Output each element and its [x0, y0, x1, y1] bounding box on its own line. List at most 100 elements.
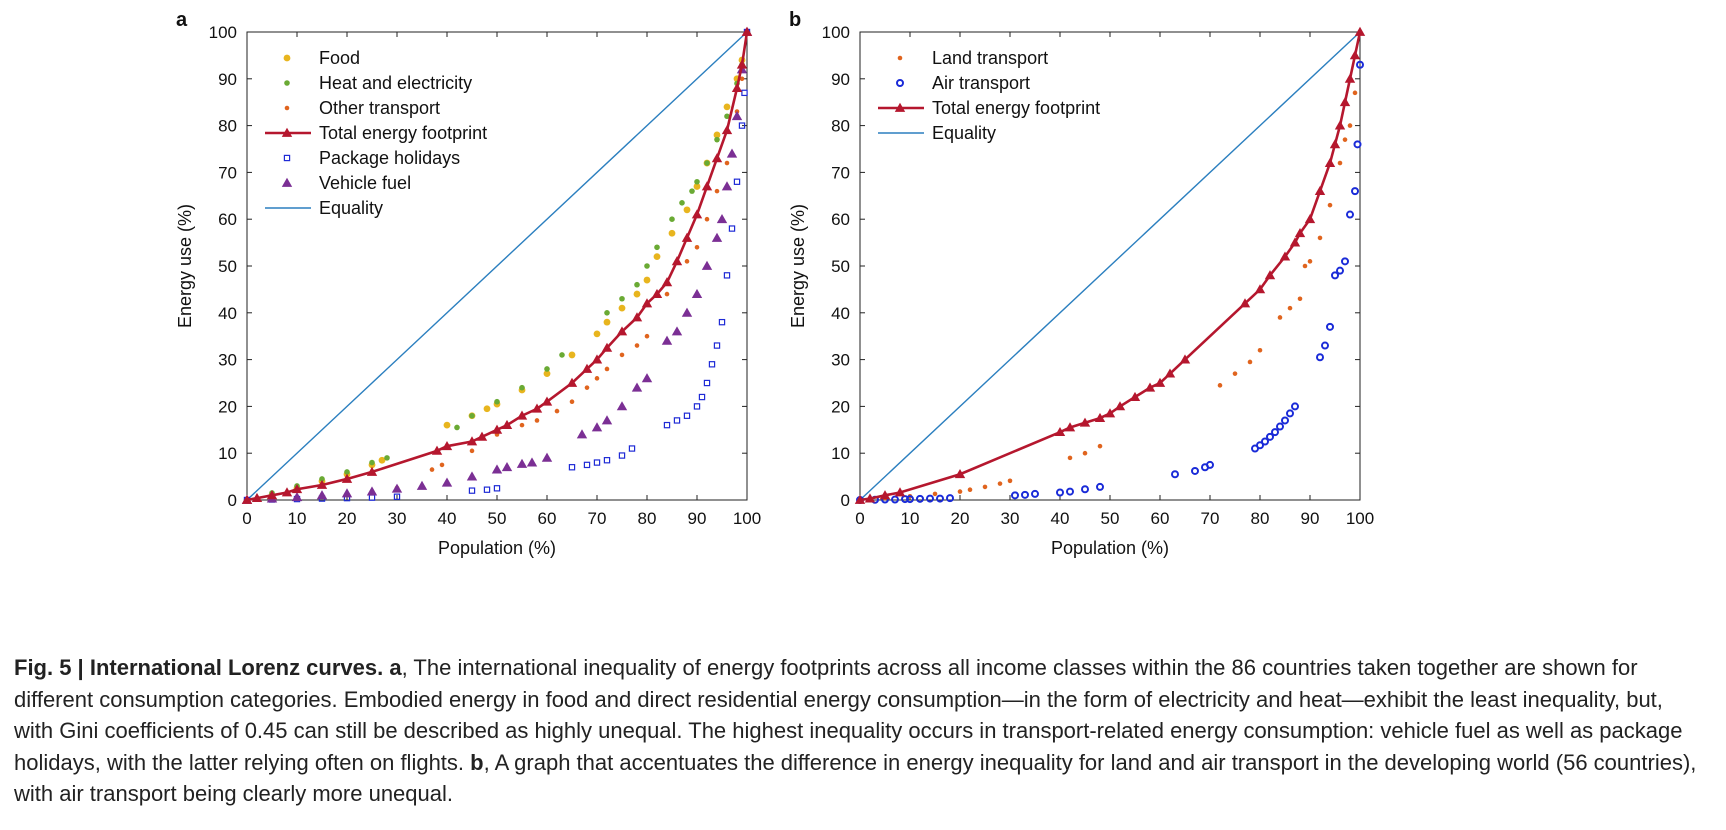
data-point	[541, 396, 553, 406]
data-point	[366, 486, 378, 496]
data-point	[604, 310, 610, 316]
y-tick-label: 70	[218, 163, 237, 182]
legend-marker	[284, 80, 290, 86]
data-point	[1281, 416, 1289, 425]
data-point	[384, 455, 390, 461]
data-point	[493, 485, 501, 492]
y-axis-label: Energy use (%)	[175, 204, 195, 328]
data-point	[698, 393, 706, 401]
data-point	[431, 445, 443, 455]
x-tick-label: 0	[855, 509, 864, 528]
x-tick-label: 40	[1051, 509, 1070, 528]
data-point	[1314, 185, 1326, 196]
y-tick-label: 30	[831, 351, 850, 370]
data-point	[393, 493, 401, 500]
data-point	[1337, 160, 1343, 166]
data-point	[391, 483, 403, 493]
y-tick-label: 0	[228, 491, 237, 510]
data-point	[344, 469, 350, 475]
data-point	[594, 376, 600, 381]
legend-label: Equality	[932, 123, 996, 143]
data-point	[369, 459, 375, 466]
data-point	[681, 232, 693, 242]
data-point	[704, 160, 710, 166]
data-point	[879, 490, 891, 500]
data-point	[679, 200, 685, 206]
data-point	[1067, 455, 1073, 461]
data-point	[711, 232, 723, 242]
data-point	[1352, 90, 1358, 96]
panel-label: b	[789, 9, 801, 31]
data-point	[1349, 50, 1361, 60]
data-point	[429, 467, 435, 472]
data-point	[724, 113, 730, 120]
data-point	[1066, 487, 1074, 496]
y-tick-label: 20	[831, 397, 850, 416]
data-point	[708, 361, 716, 368]
data-point	[891, 495, 899, 504]
x-tick-label: 80	[638, 509, 657, 528]
x-tick-label: 20	[338, 509, 357, 528]
data-point	[651, 288, 663, 298]
x-tick-label: 70	[588, 509, 607, 528]
data-point	[1144, 382, 1156, 392]
data-point	[1266, 432, 1274, 441]
data-point	[591, 354, 603, 364]
data-point	[669, 216, 675, 222]
y-tick-label: 50	[218, 257, 237, 276]
data-point	[1331, 271, 1339, 280]
data-point	[1206, 460, 1214, 469]
data-point	[566, 377, 578, 387]
y-tick-label: 100	[209, 23, 237, 42]
x-tick-label: 70	[1201, 509, 1220, 528]
x-tick-label: 60	[538, 509, 557, 528]
data-point	[454, 424, 460, 431]
data-point	[616, 401, 628, 411]
data-point	[476, 431, 488, 441]
data-point	[906, 495, 914, 504]
data-point	[714, 188, 720, 194]
data-point	[932, 491, 938, 497]
y-tick-label: 100	[822, 23, 850, 42]
data-point	[954, 469, 966, 479]
data-point	[631, 312, 643, 322]
x-tick-label: 10	[901, 509, 920, 528]
y-tick-label: 60	[218, 210, 237, 229]
data-point	[1031, 489, 1039, 498]
data-point	[1291, 402, 1299, 411]
chart-panel-b: b 0 10 20 30 40 50 60 70 80 90 100 0 10 20 30 40 50 60 70 80…	[788, 9, 1374, 558]
data-point	[584, 385, 590, 390]
data-point	[1191, 466, 1199, 475]
data-point	[671, 326, 683, 336]
data-point	[494, 398, 500, 405]
caption-text: , The international inequality of energy…	[14, 655, 1683, 775]
data-point	[683, 412, 691, 419]
legend-label: Total energy footprint	[319, 123, 487, 143]
data-point	[701, 260, 713, 270]
data-point	[1353, 140, 1362, 149]
data-point	[1257, 347, 1263, 353]
data-point	[619, 295, 625, 302]
data-point	[721, 125, 733, 135]
y-tick-label: 10	[831, 444, 850, 463]
series-total	[241, 26, 753, 504]
data-point	[316, 490, 328, 500]
data-point	[693, 403, 701, 410]
data-point	[982, 484, 988, 490]
data-point	[516, 458, 528, 468]
data-point	[1129, 391, 1141, 401]
data-point	[854, 494, 866, 504]
data-point	[693, 183, 701, 190]
data-point	[591, 422, 603, 432]
data-point	[1056, 488, 1064, 497]
legend-marker	[283, 154, 291, 162]
series-air	[856, 60, 1364, 504]
data-point	[653, 253, 661, 261]
data-point	[341, 488, 353, 498]
data-point	[739, 76, 745, 82]
x-tick-label: 60	[1151, 509, 1170, 528]
data-point	[1239, 298, 1251, 308]
data-point	[526, 457, 538, 467]
data-point	[1264, 270, 1276, 280]
data-point	[559, 352, 565, 358]
